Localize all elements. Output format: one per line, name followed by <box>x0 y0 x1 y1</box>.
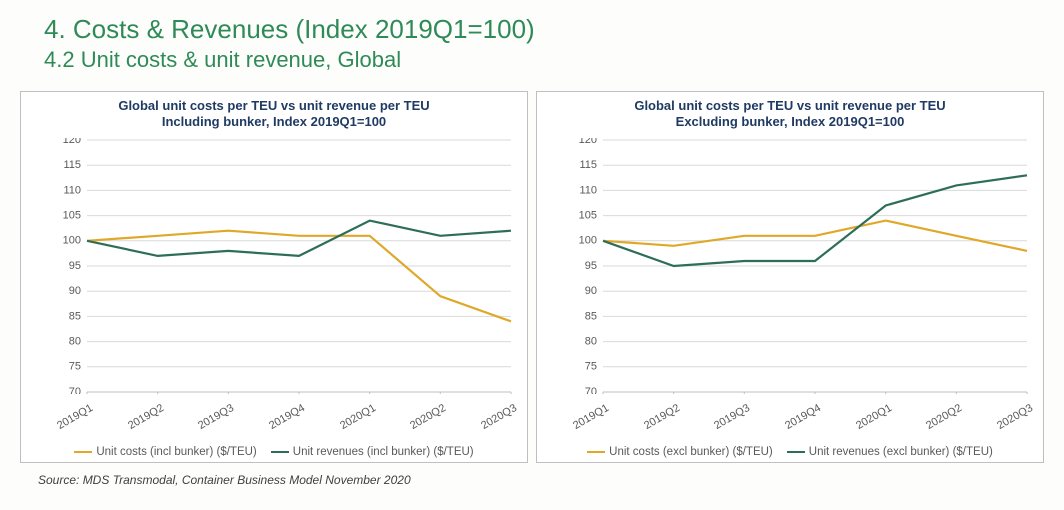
svg-text:95: 95 <box>585 260 597 272</box>
source-note: Source: MDS Transmodal, Container Busine… <box>38 473 1044 487</box>
x-tick-label: 2020Q1 <box>337 402 378 432</box>
svg-text:115: 115 <box>579 159 597 171</box>
chart-legend: Unit costs (incl bunker) ($/TEU) Unit re… <box>21 446 527 458</box>
legend-label: Unit revenues (incl bunker) ($/TEU) <box>293 446 474 458</box>
chart-title-line2: Including bunker, Index 2019Q1=100 <box>162 114 386 129</box>
x-tick-label: 2020Q3 <box>994 402 1035 432</box>
svg-text:95: 95 <box>69 260 81 272</box>
svg-text:75: 75 <box>69 361 81 373</box>
x-tick-label: 2019Q3 <box>712 402 753 432</box>
x-axis-labels: 2019Q12019Q22019Q32019Q42020Q12020Q22020… <box>575 398 1033 436</box>
svg-text:105: 105 <box>63 210 81 222</box>
svg-text:120: 120 <box>63 138 81 146</box>
legend-item: Unit costs (excl bunker) ($/TEU) <box>587 446 773 458</box>
x-tick-label: 2020Q1 <box>853 402 894 432</box>
legend-item: Unit revenues (excl bunker) ($/TEU) <box>787 446 993 458</box>
x-tick-label: 2019Q1 <box>570 402 611 432</box>
svg-text:80: 80 <box>585 336 597 348</box>
svg-text:115: 115 <box>63 159 81 171</box>
legend-item: Unit revenues (incl bunker) ($/TEU) <box>271 446 474 458</box>
x-tick-label: 2019Q2 <box>641 402 682 432</box>
plot-area: 70 75 80 85 90 95 100 105 110 115 120 <box>59 138 517 394</box>
x-axis-labels: 2019Q12019Q22019Q32019Q42020Q12020Q22020… <box>59 398 517 436</box>
page-subtitle: 4.2 Unit costs & unit revenue, Global <box>44 47 1044 73</box>
chart-legend: Unit costs (excl bunker) ($/TEU) Unit re… <box>537 446 1043 458</box>
page-title: 4. Costs & Revenues (Index 2019Q1=100) <box>44 14 1044 45</box>
legend-swatch <box>587 451 605 454</box>
legend-label: Unit costs (excl bunker) ($/TEU) <box>609 446 773 458</box>
chart-title-line1: Global unit costs per TEU vs unit revenu… <box>634 98 945 113</box>
svg-text:75: 75 <box>585 361 597 373</box>
svg-text:105: 105 <box>579 210 597 222</box>
charts-row: Global unit costs per TEU vs unit revenu… <box>20 91 1044 463</box>
chart-svg: 70 75 80 85 90 95 100 105 110 115 120 <box>59 138 517 394</box>
legend-item: Unit costs (incl bunker) ($/TEU) <box>74 446 256 458</box>
svg-text:100: 100 <box>63 235 81 247</box>
svg-text:90: 90 <box>585 285 597 297</box>
x-tick-label: 2019Q4 <box>266 402 307 432</box>
svg-text:110: 110 <box>63 184 81 196</box>
legend-swatch <box>787 451 805 454</box>
legend-label: Unit costs (incl bunker) ($/TEU) <box>96 446 256 458</box>
svg-text:110: 110 <box>579 184 597 196</box>
x-tick-label: 2019Q2 <box>125 402 166 432</box>
svg-text:85: 85 <box>585 310 597 322</box>
chart-title: Global unit costs per TEU vs unit revenu… <box>21 92 527 135</box>
chart-title-line2: Excluding bunker, Index 2019Q1=100 <box>676 114 905 129</box>
svg-text:120: 120 <box>579 138 597 146</box>
legend-swatch <box>74 451 92 454</box>
svg-text:85: 85 <box>69 310 81 322</box>
x-tick-label: 2020Q3 <box>478 402 519 432</box>
chart-svg: 70 75 80 85 90 95 100 105 110 115 120 <box>575 138 1033 394</box>
svg-text:70: 70 <box>69 386 81 394</box>
svg-text:80: 80 <box>69 336 81 348</box>
plot-area: 70 75 80 85 90 95 100 105 110 115 120 <box>575 138 1033 394</box>
x-tick-label: 2020Q2 <box>408 402 449 432</box>
svg-text:100: 100 <box>579 235 597 247</box>
svg-text:90: 90 <box>69 285 81 297</box>
legend-label: Unit revenues (excl bunker) ($/TEU) <box>809 446 993 458</box>
svg-text:70: 70 <box>585 386 597 394</box>
chart-title: Global unit costs per TEU vs unit revenu… <box>537 92 1043 135</box>
chart-incl-bunker: Global unit costs per TEU vs unit revenu… <box>20 91 528 463</box>
x-tick-label: 2019Q1 <box>54 402 95 432</box>
x-tick-label: 2019Q3 <box>196 402 237 432</box>
chart-excl-bunker: Global unit costs per TEU vs unit revenu… <box>536 91 1044 463</box>
chart-title-line1: Global unit costs per TEU vs unit revenu… <box>118 98 429 113</box>
x-tick-label: 2019Q4 <box>782 402 823 432</box>
legend-swatch <box>271 451 289 454</box>
x-tick-label: 2020Q2 <box>924 402 965 432</box>
